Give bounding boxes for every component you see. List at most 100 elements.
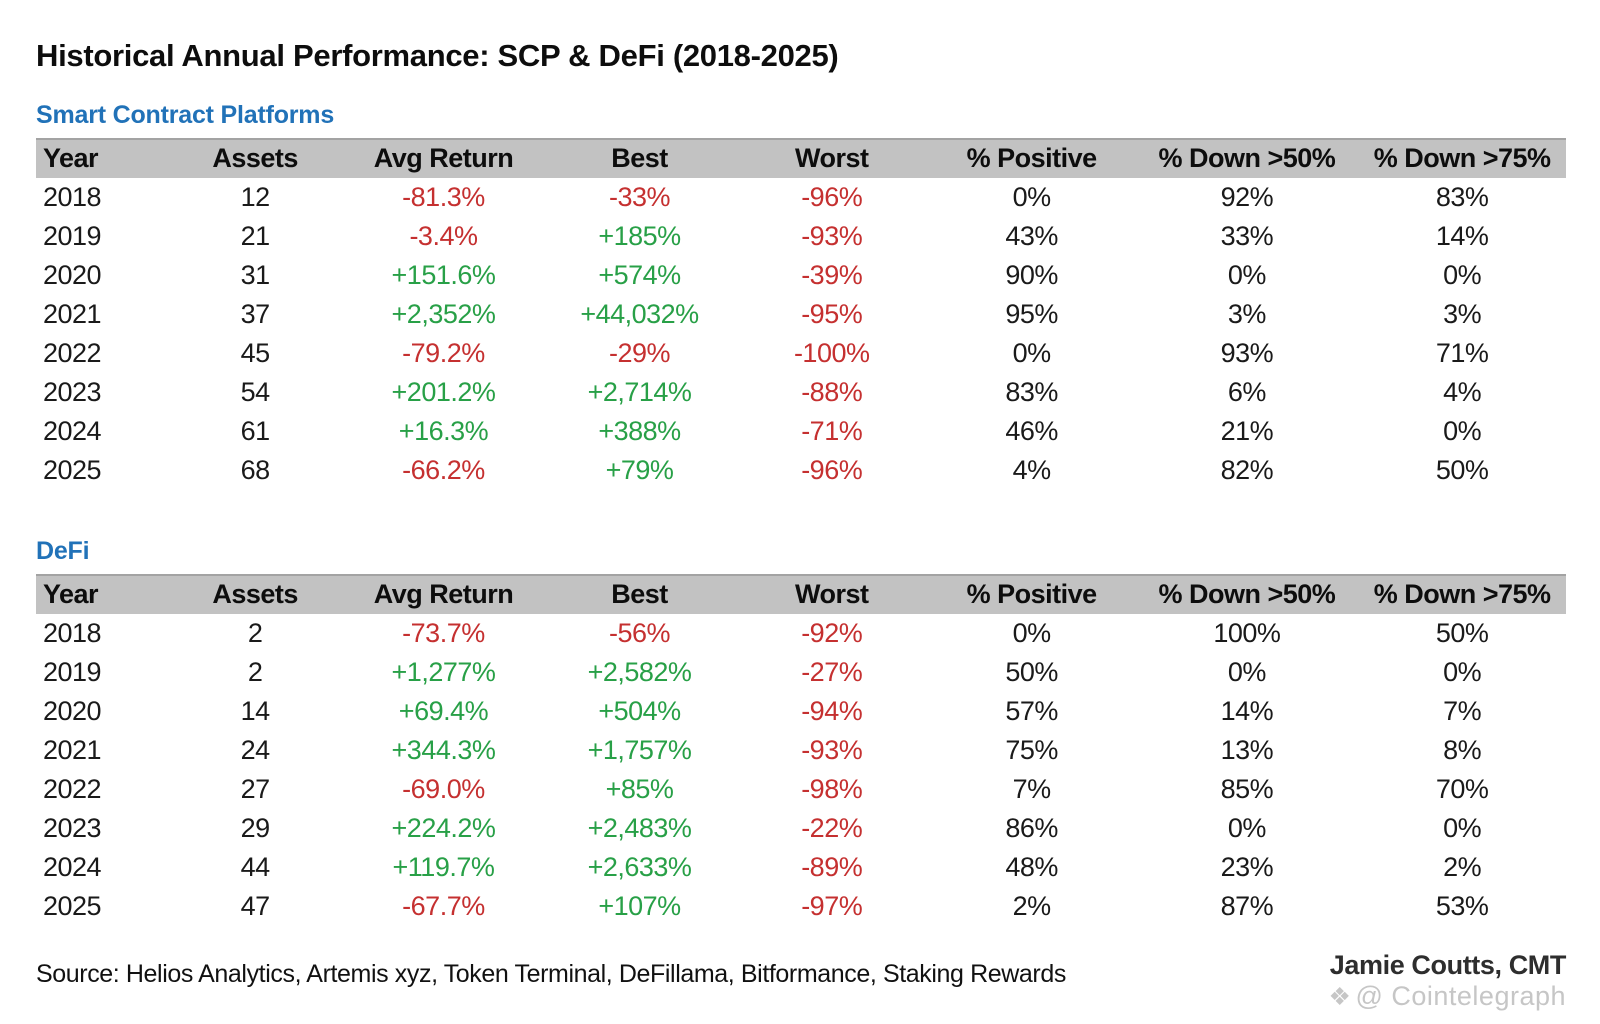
table-cell: 24: [240, 735, 271, 765]
table-cell: +16.3%: [398, 416, 489, 446]
defi-section-heading: DeFi: [36, 537, 90, 565]
column-header-assets: Assets: [166, 138, 344, 178]
table-cell: -29%: [608, 338, 671, 368]
table-cell: +1,277%: [391, 657, 496, 687]
table-cell: 68: [240, 455, 271, 485]
table-cell: 2021: [43, 299, 102, 329]
table-cell: +85%: [605, 774, 674, 804]
table-cell: 2019: [43, 221, 102, 251]
table-cell: +2,352%: [391, 299, 496, 329]
table-cell: -71%: [801, 416, 863, 446]
table-cell: 33%: [1220, 221, 1274, 251]
table-cell: -81.3%: [402, 182, 485, 212]
table-row: 2018 12 -81.3% -33% -96% 0% 92% 83%: [36, 178, 1566, 217]
table-cell: +504%: [598, 696, 681, 726]
table-cell: 23%: [1220, 852, 1274, 882]
table-cell: 45: [240, 338, 271, 368]
table-cell: -95%: [801, 299, 863, 329]
table-cell: +151.6%: [391, 260, 496, 290]
table-cell: 2: [247, 618, 263, 648]
table-cell: 0%: [1443, 416, 1482, 446]
column-header-year: Year: [36, 138, 167, 178]
table-row: 2023 29 +224.2% +2,483% -22% 86% 0% 0%: [36, 809, 1566, 848]
table-row: 2019 21 -3.4% +185% -93% 43% 33% 14%: [36, 217, 1566, 256]
watermark-text: @ Cointelegraph: [1355, 981, 1566, 1012]
table-cell: +2,633%: [587, 852, 692, 882]
table-cell: 2018: [43, 182, 102, 212]
table-cell: +2,483%: [587, 813, 692, 843]
table-row: 2020 31 +151.6% +574% -39% 90% 0% 0%: [36, 256, 1566, 295]
table-cell: 2023: [43, 377, 102, 407]
table-cell: 83%: [1005, 377, 1058, 407]
table-cell: 53%: [1435, 891, 1489, 921]
table-cell: -93%: [801, 221, 863, 251]
table-cell: 2019: [43, 657, 102, 687]
table-row: 2022 45 -79.2% -29% -100% 0% 93% 71%: [36, 334, 1566, 373]
table-cell: 0%: [1227, 813, 1267, 843]
table-cell: 0%: [1012, 182, 1052, 212]
table-cell: 3%: [1443, 299, 1482, 329]
credit-block: Jamie Coutts, CMT ❖ @ Cointelegraph: [1329, 950, 1567, 1012]
table-cell: 2025: [43, 455, 102, 485]
column-header-pct-down-50: % Down >50%: [1135, 574, 1359, 614]
table-row: 2025 68 -66.2% +79% -96% 4% 82% 50%: [36, 451, 1566, 490]
table-cell: 2022: [43, 338, 102, 368]
table-cell: 46%: [1005, 416, 1058, 446]
table-row: 2025 47 -67.7% +107% -97% 2% 87% 53%: [36, 887, 1566, 926]
table-cell: -93%: [801, 735, 863, 765]
table-cell: 82%: [1220, 455, 1274, 485]
table-cell: -33%: [608, 182, 671, 212]
table-cell: 21%: [1220, 416, 1274, 446]
column-header-best: Best: [543, 138, 736, 178]
table-row: 2019 2 +1,277% +2,582% -27% 50% 0% 0%: [36, 653, 1566, 692]
table-cell: 29: [240, 813, 271, 843]
table-cell: 6%: [1227, 377, 1267, 407]
table-cell: +44,032%: [580, 299, 699, 329]
defi-table-header-row: Year Assets Avg Return Best Worst % Posi…: [36, 574, 1566, 614]
table-cell: 3%: [1227, 299, 1267, 329]
table-cell: -98%: [801, 774, 863, 804]
column-header-pct-down-50: % Down >50%: [1135, 138, 1359, 178]
table-cell: 2020: [43, 696, 102, 726]
watermark: ❖ @ Cointelegraph: [1329, 981, 1566, 1012]
table-cell: 54: [240, 377, 271, 407]
table-cell: -39%: [801, 260, 863, 290]
table-cell: -79.2%: [402, 338, 485, 368]
column-header-worst: Worst: [735, 574, 928, 614]
table-cell: 14%: [1220, 696, 1274, 726]
table-cell: 7%: [1443, 696, 1482, 726]
table-cell: 2%: [1443, 852, 1482, 882]
source-text: Source: Helios Analytics, Artemis xyz, T…: [36, 960, 1066, 988]
table-cell: +344.3%: [391, 735, 496, 765]
table-cell: +79%: [605, 455, 674, 485]
table-cell: -92%: [801, 618, 863, 648]
column-header-pct-positive: % Positive: [927, 138, 1136, 178]
table-cell: 43%: [1005, 221, 1058, 251]
table-cell: -88%: [801, 377, 863, 407]
column-header-avg-return: Avg Return: [343, 138, 544, 178]
table-cell: -97%: [801, 891, 863, 921]
table-cell: 0%: [1227, 260, 1267, 290]
table-cell: 21: [240, 221, 271, 251]
table-cell: +1,757%: [587, 735, 692, 765]
table-row: 2023 54 +201.2% +2,714% -88% 83% 6% 4%: [36, 373, 1566, 412]
column-header-pct-positive: % Positive: [927, 574, 1136, 614]
table-cell: 2022: [43, 774, 102, 804]
table-cell: 0%: [1443, 260, 1482, 290]
table-cell: -27%: [801, 657, 863, 687]
table-cell: 0%: [1012, 618, 1052, 648]
table-row: 2021 24 +344.3% +1,757% -93% 75% 13% 8%: [36, 731, 1566, 770]
column-header-year: Year: [36, 574, 167, 614]
table-cell: 93%: [1220, 338, 1274, 368]
table-row: 2021 37 +2,352% +44,032% -95% 95% 3% 3%: [36, 295, 1566, 334]
table-cell: +574%: [598, 260, 681, 290]
table-cell: -69.0%: [402, 774, 485, 804]
table-cell: 83%: [1435, 182, 1489, 212]
table-cell: 95%: [1005, 299, 1058, 329]
table-cell: 85%: [1220, 774, 1274, 804]
column-header-pct-down-75: % Down >75%: [1358, 138, 1566, 178]
scp-table-body: 2018 12 -81.3% -33% -96% 0% 92% 83% 2019 21 -3.4% +…: [36, 178, 1566, 490]
table-cell: 2%: [1012, 891, 1052, 921]
table-cell: +224.2%: [391, 813, 496, 843]
